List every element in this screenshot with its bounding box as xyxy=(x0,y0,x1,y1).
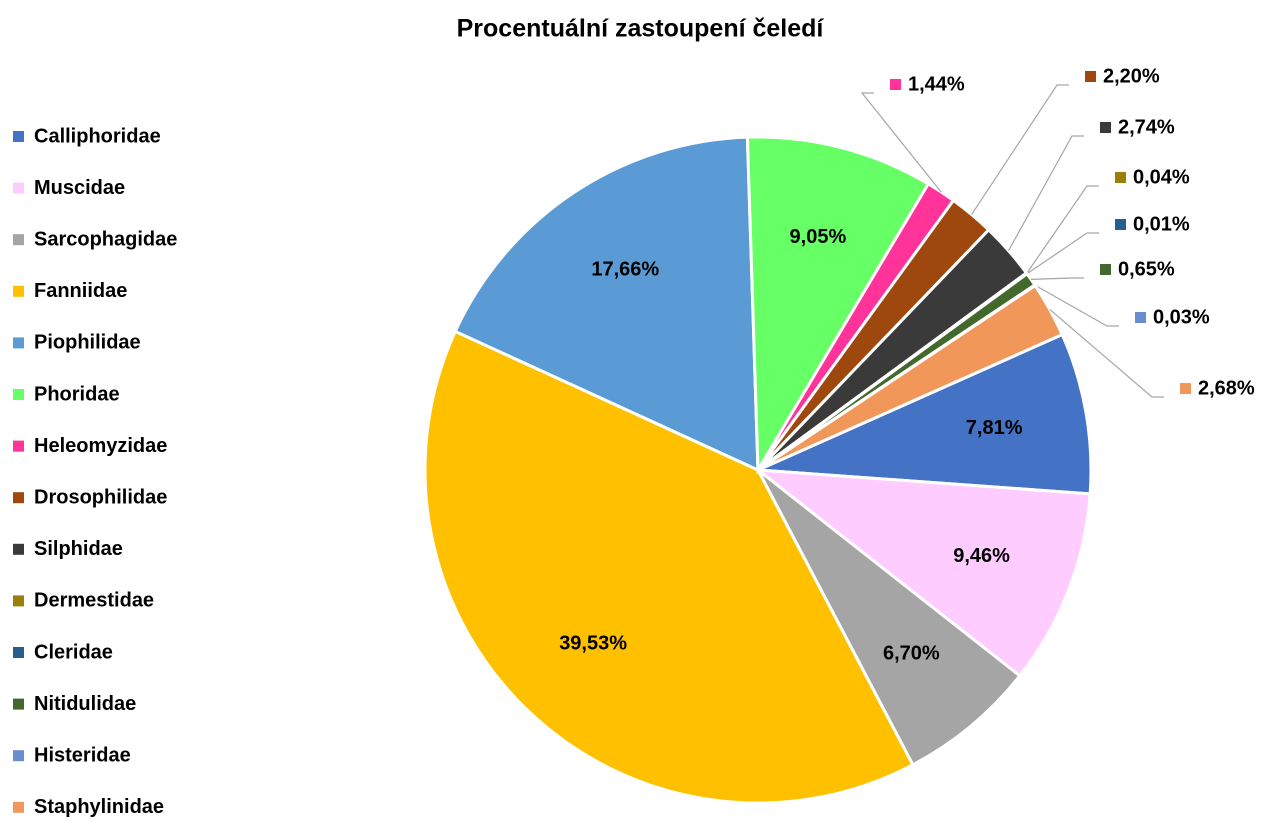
legend-label: Nitidulidae xyxy=(34,693,136,715)
legend-label: Piophilidae xyxy=(34,332,141,354)
data-label: 0,01% xyxy=(1133,213,1190,235)
pie-slice xyxy=(757,332,1093,496)
legend-label: Sarcophagidae xyxy=(34,228,177,250)
legend-label: Dermestidae xyxy=(34,590,154,612)
pie-slice xyxy=(756,468,1022,767)
data-label: 2,68% xyxy=(1198,377,1255,399)
label-key xyxy=(1100,122,1111,133)
data-label: 2,74% xyxy=(1118,116,1175,138)
legend-key xyxy=(13,234,24,246)
data-label: 39,53% xyxy=(559,632,627,654)
legend-label: Cleridae xyxy=(34,641,113,663)
label-key xyxy=(1135,312,1146,323)
pie-slice xyxy=(745,135,931,476)
legend-label: Drosophilidae xyxy=(34,486,167,508)
legend-key xyxy=(13,131,24,142)
leader-line xyxy=(1026,232,1099,275)
pie-slice xyxy=(453,135,760,473)
legend-key xyxy=(13,647,24,658)
legend-key xyxy=(13,750,24,762)
label-key xyxy=(1115,219,1126,230)
legend-key xyxy=(13,389,24,400)
legend-key xyxy=(13,595,24,607)
leader-line xyxy=(860,92,942,193)
legend-label: Histeridae xyxy=(34,744,131,766)
legend-key xyxy=(13,182,24,194)
label-key xyxy=(1180,383,1191,394)
legend-label: Calliphoridae xyxy=(34,125,161,147)
legend-key xyxy=(13,801,24,813)
legend-label: Muscidae xyxy=(34,177,125,199)
legend-key xyxy=(13,440,24,452)
chart-title: Procentuální zastoupení čeledí xyxy=(457,15,825,43)
data-label: 0,65% xyxy=(1118,258,1175,280)
legend-label: Staphylinidae xyxy=(34,796,164,817)
legend-key xyxy=(13,543,24,555)
data-label: 17,66% xyxy=(591,259,659,281)
leader-line xyxy=(1034,284,1119,327)
data-label: 6,70% xyxy=(883,643,940,665)
data-label: 0,03% xyxy=(1153,306,1210,328)
legend-label: Fanniidae xyxy=(34,280,127,302)
pie-slice xyxy=(423,329,915,805)
data-label: 0,04% xyxy=(1133,166,1190,188)
label-key xyxy=(890,79,901,90)
data-label: 2,20% xyxy=(1103,65,1160,87)
legend-key xyxy=(13,337,24,349)
label-key xyxy=(1085,71,1096,82)
legend-label: Silphidae xyxy=(34,538,123,560)
label-key xyxy=(1115,172,1126,183)
data-label: 7,81% xyxy=(966,417,1023,439)
legend-key xyxy=(13,285,24,297)
legend-label: Phoridae xyxy=(34,383,120,405)
legend-label: Heleomyzidae xyxy=(34,435,167,457)
leader-line xyxy=(1007,135,1084,251)
data-label: 9,46% xyxy=(953,545,1010,567)
legend-key xyxy=(13,492,24,504)
leader-line xyxy=(1026,185,1099,274)
data-label: 1,44% xyxy=(908,73,965,95)
leader-line xyxy=(971,84,1069,215)
label-key xyxy=(1100,264,1111,275)
data-label: 9,05% xyxy=(790,226,847,248)
leader-line xyxy=(1031,277,1084,280)
pie-slice xyxy=(753,468,1092,678)
legend-key xyxy=(13,698,24,710)
leader-line xyxy=(1049,308,1164,398)
